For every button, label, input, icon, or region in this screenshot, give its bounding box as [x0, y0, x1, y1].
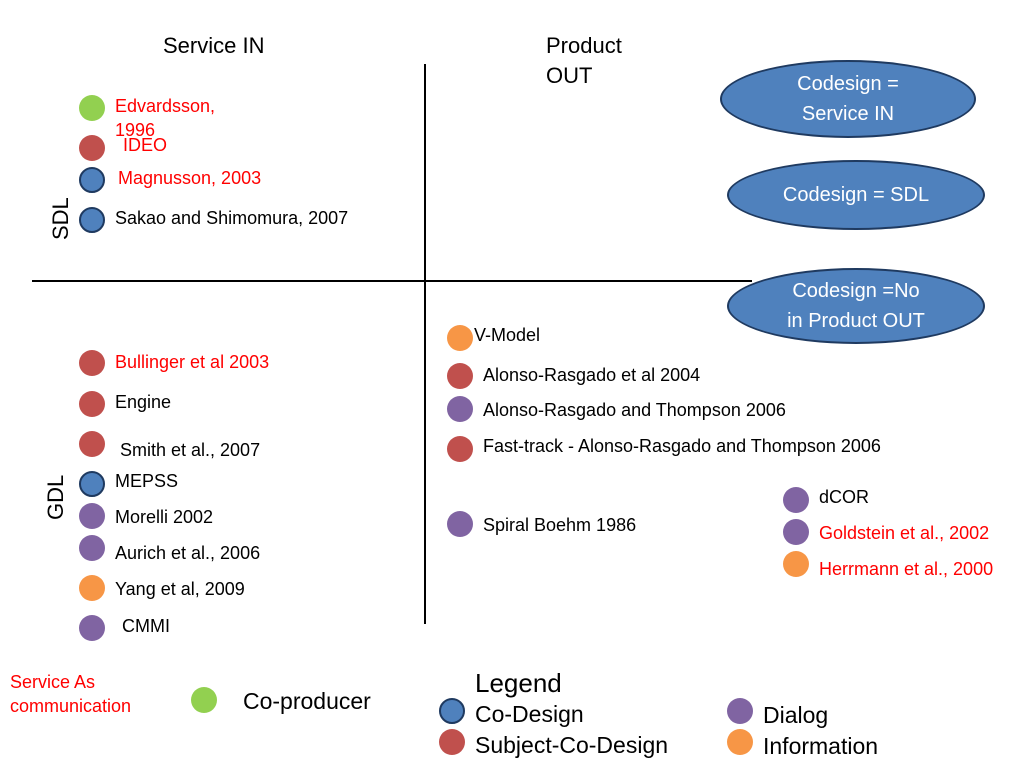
- legend-co-producer-swatch: [191, 687, 217, 713]
- item-engine: Engine: [115, 392, 172, 412]
- item-ideo: IDEO: [123, 135, 168, 155]
- legend-dialog-swatch: [727, 698, 753, 724]
- service-as-communication-line1: Service As: [10, 672, 96, 692]
- co-design-marker: [79, 167, 105, 193]
- item-aurich: Aurich et al., 2006: [115, 543, 261, 563]
- dialog-marker: [79, 615, 105, 641]
- product-out-header-line2: OUT: [546, 63, 593, 88]
- dialog-marker: [447, 511, 473, 537]
- legend-subject-co-design-label: Subject-Co-Design: [475, 732, 669, 758]
- dialog-marker: [79, 503, 105, 529]
- item-smith: Smith et al., 2007: [120, 440, 261, 460]
- codesign-no-product-out-ellipse: Codesign =No in Product OUT: [727, 268, 985, 344]
- service-as-communication-line2: communication: [10, 696, 132, 716]
- subject-co-design-marker: [79, 391, 105, 417]
- item-fast-track: Fast-track - Alonso-Rasgado and Thompson…: [483, 436, 881, 456]
- item-herrmann: Herrmann et al., 2000: [819, 559, 994, 579]
- item-yang: Yang et al, 2009: [115, 579, 245, 599]
- co-design-marker: [79, 207, 105, 233]
- legend-subject-co-design-swatch: [439, 729, 465, 755]
- item-sakao: Sakao and Shimomura, 2007: [115, 208, 349, 228]
- co-design-marker: [79, 471, 105, 497]
- item-mepss: MEPSS: [115, 471, 179, 491]
- item-edvardsson-line1: Edvardsson,: [115, 96, 216, 116]
- product-out-header-line1: Product: [546, 33, 622, 58]
- information-marker: [447, 325, 473, 351]
- subject-co-design-marker: [79, 431, 105, 457]
- ellipse-2-line1: Codesign = SDL: [782, 184, 930, 206]
- information-marker: [783, 551, 809, 577]
- subject-co-design-marker: [447, 436, 473, 462]
- codesign-sdl-ellipse: Codesign = SDL: [727, 160, 985, 230]
- ellipse-1-line2: Service IN: [801, 103, 895, 125]
- dialog-marker: [447, 396, 473, 422]
- legend-co-design-swatch: [439, 698, 465, 724]
- item-bullinger: Bullinger et al 2003: [115, 352, 270, 372]
- legend-title: Legend: [475, 668, 562, 698]
- legend-co-producer-label: Co-producer: [243, 688, 371, 714]
- item-edvardsson-line2: 1996: [115, 120, 156, 140]
- item-cmmi: CMMI: [122, 616, 170, 636]
- horizontal-axis: [32, 280, 752, 282]
- codesign-service-in-ellipse: Codesign = Service IN: [720, 60, 976, 138]
- legend-co-design-label: Co-Design: [475, 701, 584, 727]
- service-in-header: Service IN: [163, 33, 265, 58]
- legend-dialog-label: Dialog: [763, 702, 829, 728]
- gdl-axis-label: GDL: [43, 474, 68, 520]
- co-producer-marker: [79, 95, 105, 121]
- item-morelli: Morelli 2002: [115, 507, 214, 527]
- item-spiral: Spiral Boehm 1986: [483, 515, 637, 535]
- dialog-marker: [79, 535, 105, 561]
- ellipse-3-line2: in Product OUT: [787, 310, 925, 332]
- item-alonso-2004: Alonso-Rasgado et al 2004: [483, 365, 701, 385]
- vertical-axis: [424, 64, 426, 624]
- item-alonso-2006: Alonso-Rasgado and Thompson 2006: [483, 400, 786, 420]
- dialog-marker: [783, 487, 809, 513]
- item-vmodel: V-Model: [474, 325, 541, 345]
- item-magnusson: Magnusson, 2003: [118, 168, 262, 188]
- ellipse-3-line1: Codesign =No: [792, 280, 920, 302]
- legend-information-swatch: [727, 729, 753, 755]
- dialog-marker: [783, 519, 809, 545]
- subject-co-design-marker: [79, 350, 105, 376]
- item-dcor: dCOR: [819, 487, 870, 507]
- item-goldstein: Goldstein et al., 2002: [819, 523, 990, 543]
- sdl-axis-label: SDL: [48, 197, 73, 240]
- information-marker: [79, 575, 105, 601]
- subject-co-design-marker: [79, 135, 105, 161]
- subject-co-design-marker: [447, 363, 473, 389]
- legend-information-label: Information: [763, 733, 879, 759]
- ellipse-1-line1: Codesign =: [797, 73, 899, 95]
